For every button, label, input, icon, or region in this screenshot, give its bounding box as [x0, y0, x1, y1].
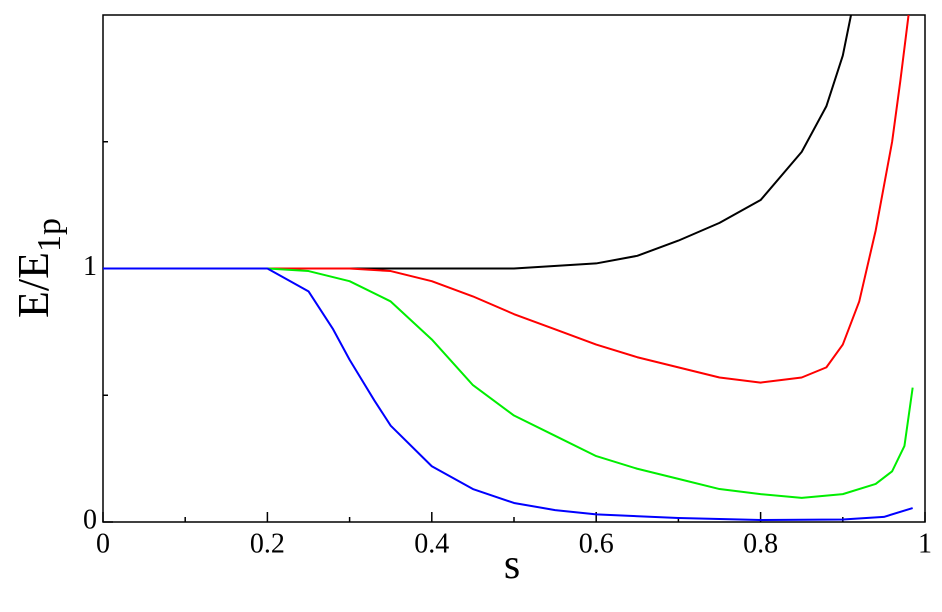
y-axis-label-sub: 1p — [31, 218, 68, 252]
x-tick-label: 0.4 — [414, 528, 449, 559]
curve — [103, 14, 853, 270]
x-tick-label: 0.8 — [743, 528, 778, 559]
y-tick-label: 0 — [83, 504, 97, 535]
y-tick-label: 1 — [83, 251, 97, 282]
x-axis-label: s — [504, 542, 520, 588]
y-axis-label-main: E/E — [9, 252, 58, 318]
curve — [103, 14, 910, 384]
curve — [103, 267, 914, 499]
x-tick-label: 0.6 — [579, 528, 614, 559]
x-tick-label: 1 — [918, 528, 932, 559]
curve — [103, 267, 913, 521]
x-tick-label: 0.2 — [250, 528, 285, 559]
x-tick-label: 0 — [96, 528, 110, 559]
y-axis-label: E/E1p — [9, 218, 68, 318]
